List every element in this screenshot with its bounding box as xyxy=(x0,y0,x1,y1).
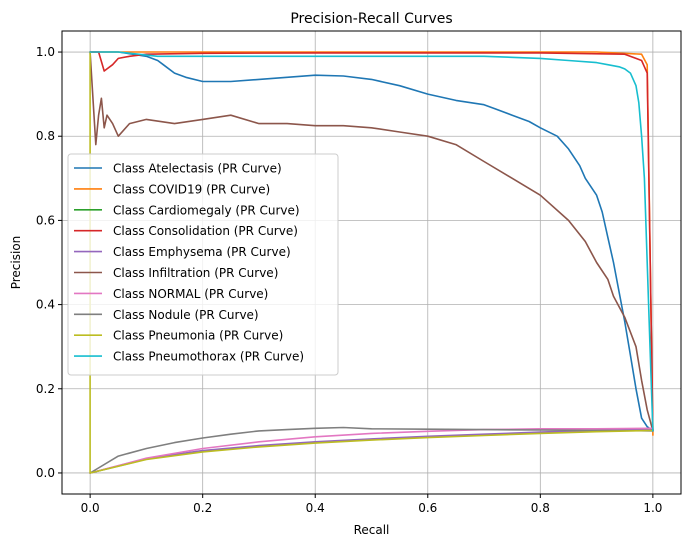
series-line-4 xyxy=(89,428,654,474)
plot-frame xyxy=(61,30,682,495)
x-axis-label: Recall xyxy=(354,523,390,537)
chart-title: Precision-Recall Curves xyxy=(290,11,452,27)
series-line-8 xyxy=(89,51,654,474)
legend-entry-label: Class Emphysema (PR Curve) xyxy=(113,245,291,259)
series-line-0 xyxy=(89,51,654,432)
y-tick-label: 0.8 xyxy=(36,129,55,143)
y-axis-label: Precision xyxy=(9,236,23,290)
x-tick-label: 0.0 xyxy=(81,501,100,515)
x-tick-label: 0.4 xyxy=(306,501,325,515)
series-line-2 xyxy=(89,428,654,474)
legend-entry-label: Class COVID19 (PR Curve) xyxy=(113,182,270,196)
legend-entry-label: Class NORMAL (PR Curve) xyxy=(113,287,268,301)
series-line-1 xyxy=(89,51,654,436)
series-line-3 xyxy=(89,51,654,432)
legend: Class Atelectasis (PR Curve) Class COVID1… xyxy=(67,153,339,376)
series-line-7 xyxy=(89,426,654,474)
legend-entry-label: Class Nodule (PR Curve) xyxy=(113,308,259,322)
x-tick-label: 0.2 xyxy=(193,501,212,515)
legend-entry-label: Class Cardiomegaly (PR Curve) xyxy=(113,203,300,217)
series-line-6 xyxy=(89,427,654,474)
series-line-5 xyxy=(89,51,654,432)
legend-entry-label: Class Pneumothorax (PR Curve) xyxy=(113,350,304,364)
legend-entry-label: Class Infiltration (PR Curve) xyxy=(113,266,278,280)
legend-entry-label: Class Consolidation (PR Curve) xyxy=(113,224,298,238)
series-line-9 xyxy=(89,51,654,432)
x-tick-label: 1.0 xyxy=(643,501,662,515)
legend-entry-label: Class Atelectasis (PR Curve) xyxy=(113,162,282,176)
x-tick-label: 0.8 xyxy=(531,501,550,515)
y-tick-label: 0.6 xyxy=(36,213,55,227)
y-tick-label: 0.0 xyxy=(36,466,55,480)
y-tick-label: 0.2 xyxy=(36,382,55,396)
x-tick-label: 0.6 xyxy=(418,501,437,515)
axis-ticks: 0.0 0.2 0.4 0.6 0.8 1.0 0.0 0.2 0.4 0.6 0.8 1.0 xyxy=(36,45,663,515)
y-tick-label: 1.0 xyxy=(36,45,55,59)
legend-entry-label: Class Pneumonia (PR Curve) xyxy=(113,329,283,343)
series-lines xyxy=(89,51,654,474)
legend-box xyxy=(67,153,339,376)
y-tick-label: 0.4 xyxy=(36,298,55,312)
